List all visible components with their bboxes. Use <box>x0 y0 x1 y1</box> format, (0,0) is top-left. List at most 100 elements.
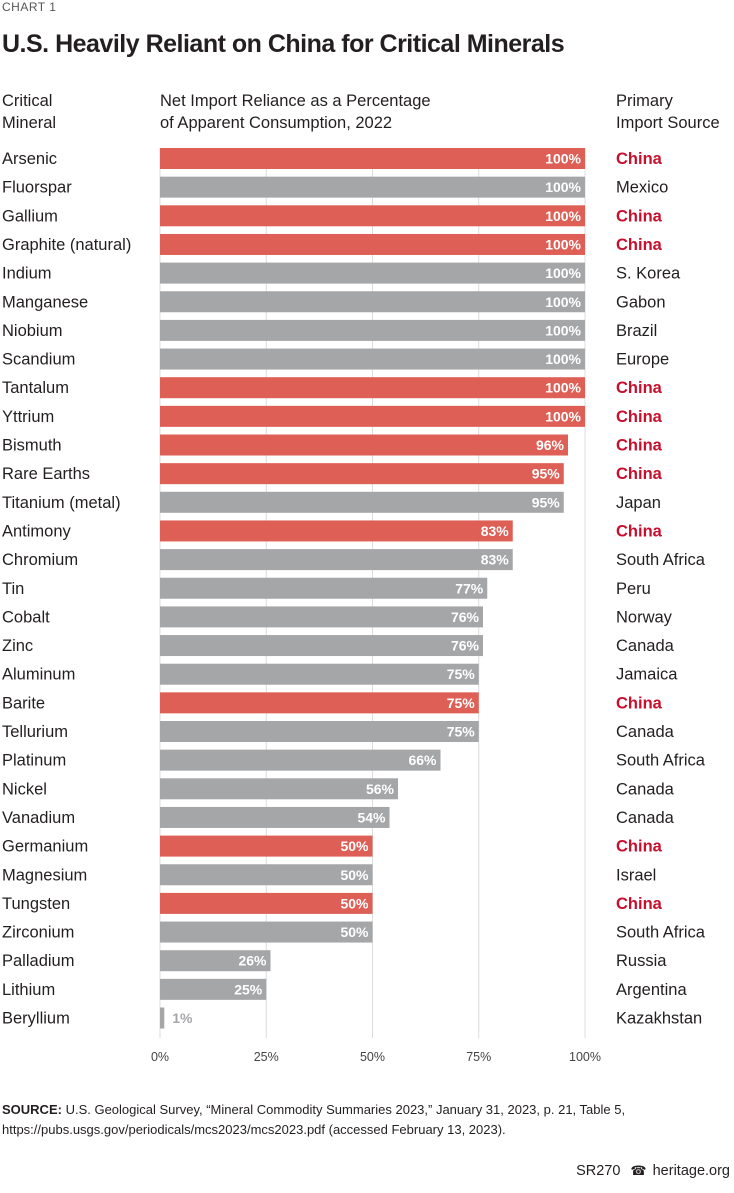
import-source-label: Mexico <box>616 179 668 197</box>
source-footnote: SOURCE: U.S. Geological Survey, “Mineral… <box>2 1100 702 1140</box>
measure-header-line-2: of Apparent Consumption, 2022 <box>160 114 393 132</box>
mineral-label: Zirconium <box>2 924 74 942</box>
import-source-label: China <box>616 465 663 483</box>
mineral-label: Niobium <box>2 322 63 340</box>
footer: SR270 ☎ heritage.org <box>576 1163 730 1179</box>
bar-value-label: 100% <box>545 322 581 338</box>
import-source-label: China <box>616 236 663 254</box>
import-source-label: South Africa <box>616 551 706 569</box>
import-source-label: Peru <box>616 580 651 598</box>
import-source-label: China <box>616 838 663 856</box>
bar <box>160 233 585 255</box>
mineral-label: Cobalt <box>2 608 50 626</box>
bar-value-label: 100% <box>545 351 581 367</box>
import-source-label: Canada <box>616 637 675 655</box>
import-source-label: China <box>616 207 663 225</box>
bar <box>160 319 585 341</box>
import-source-label: South Africa <box>616 924 706 942</box>
import-source-label: China <box>616 150 663 168</box>
bar <box>160 749 441 771</box>
import-source-label: Israel <box>616 866 656 884</box>
bar <box>160 549 513 571</box>
bar-value-label: 95% <box>532 494 561 510</box>
bar-value-label: 100% <box>545 265 581 281</box>
bar-value-label: 66% <box>408 752 437 768</box>
mineral-label: Scandium <box>2 351 75 369</box>
source-column-header: Primary Import Source <box>616 90 734 134</box>
import-source-label: Gabon <box>616 293 666 311</box>
bar <box>160 148 585 169</box>
mineral-label: Germanium <box>2 838 88 856</box>
mineral-label: Bismuth <box>2 437 62 455</box>
bar-value-label: 25% <box>234 981 263 997</box>
import-source-label: Japan <box>616 494 661 512</box>
bar <box>160 205 585 227</box>
bar <box>160 663 479 685</box>
bar-value-label: 100% <box>545 408 581 424</box>
bar <box>160 606 483 628</box>
chart-number-label: CHART 1 <box>2 0 57 14</box>
mineral-label: Aluminum <box>2 666 75 684</box>
source-header-line-2: Import Source <box>616 114 720 132</box>
bar-value-label: 76% <box>451 638 480 654</box>
mineral-label: Indium <box>2 265 52 283</box>
report-id: SR270 <box>576 1163 621 1179</box>
mineral-label: Tungsten <box>2 895 70 913</box>
bar <box>160 635 483 657</box>
bar <box>160 950 271 972</box>
bar-value-label: 100% <box>545 151 581 167</box>
bar-value-label: 100% <box>545 179 581 195</box>
bar <box>160 864 373 886</box>
mineral-header-line-1: Critical <box>2 92 53 110</box>
mineral-label: Tellurium <box>2 723 68 741</box>
mineral-label: Yttrium <box>2 408 54 426</box>
bar-value-label: 75% <box>447 666 476 682</box>
import-source-label: China <box>616 437 663 455</box>
import-source-label: Europe <box>616 351 669 369</box>
source-header-line-1: Primary <box>616 92 673 110</box>
import-source-label: China <box>616 895 663 913</box>
measure-column-header: Net Import Reliance as a Percentage of A… <box>160 90 580 134</box>
bar-value-label: 75% <box>447 695 476 711</box>
site-name: heritage.org <box>652 1163 730 1179</box>
bell-icon: ☎ <box>630 1163 647 1178</box>
bar-chart: 0% 25% 50% 75% 100% Arsenic 100% China Fluorspar… <box>2 148 706 1064</box>
bar-value-label: 77% <box>455 580 484 596</box>
import-source-label: China <box>616 408 663 426</box>
bar <box>160 921 373 943</box>
mineral-label: Tantalum <box>2 379 69 397</box>
import-source-label: South Africa <box>616 752 706 770</box>
mineral-label: Lithium <box>2 981 55 999</box>
bar <box>160 577 488 599</box>
import-source-label: Jamaica <box>616 666 678 684</box>
mineral-label: Arsenic <box>2 150 57 168</box>
bar-value-label: 75% <box>447 724 476 740</box>
bar <box>160 405 585 427</box>
bar-value-label: 100% <box>545 294 581 310</box>
bar-value-label: 100% <box>545 380 581 396</box>
bar-value-label: 50% <box>340 924 369 940</box>
x-tick-label: 75% <box>466 1050 491 1064</box>
x-tick-label: 100% <box>569 1050 601 1064</box>
bar <box>160 491 564 513</box>
import-source-label: Canada <box>616 723 675 741</box>
mineral-header-line-2: Mineral <box>2 114 57 132</box>
bar-value-label: 100% <box>545 236 581 252</box>
mineral-label: Tin <box>2 580 24 598</box>
mineral-label: Magnesium <box>2 866 87 884</box>
bar-value-label: 83% <box>481 552 510 568</box>
bar <box>160 463 564 485</box>
bar <box>160 692 479 714</box>
bar <box>160 520 513 542</box>
import-source-label: Russia <box>616 952 667 970</box>
import-source-label: Norway <box>616 608 673 626</box>
bar <box>160 262 585 284</box>
bar <box>160 1007 165 1029</box>
import-source-label: China <box>616 694 663 712</box>
bar <box>160 434 568 456</box>
bar-value-label: 76% <box>451 609 480 625</box>
mineral-label: Beryllium <box>2 1010 70 1028</box>
bar <box>160 721 479 742</box>
x-tick-label: 50% <box>360 1050 385 1064</box>
bar <box>160 835 373 857</box>
